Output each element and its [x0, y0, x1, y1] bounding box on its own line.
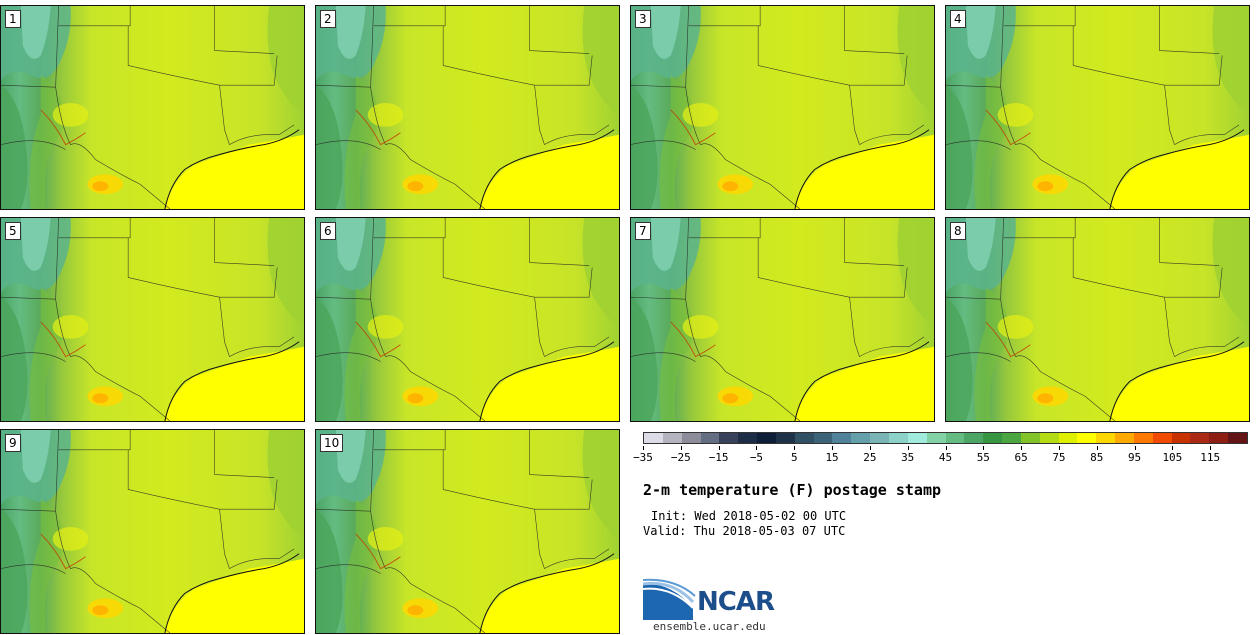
colorbar-swatch — [1152, 433, 1172, 443]
colorbar-swatch — [775, 433, 795, 443]
colorbar-tick-label: 35 — [901, 451, 915, 464]
member-map-panel: 2 — [315, 5, 620, 210]
colorbar-tick-label: 105 — [1162, 451, 1183, 464]
colorbar-swatch — [700, 433, 720, 443]
member-number-label: 8 — [950, 222, 966, 240]
colorbar-tick-label: 25 — [863, 451, 877, 464]
colorbar-swatch — [1190, 433, 1210, 443]
colorbar-swatch — [1209, 433, 1229, 443]
member-number-label: 3 — [635, 10, 651, 28]
colorbar-swatch — [1115, 433, 1134, 443]
colorbar-tick-label: −15 — [708, 451, 729, 464]
member-number-label: 7 — [635, 222, 651, 240]
colorbar-tick — [869, 446, 871, 450]
colorbar-tick — [983, 446, 985, 450]
member-number-label: 2 — [320, 10, 336, 28]
colorbar-swatch — [1002, 433, 1021, 443]
member-number-label: 9 — [5, 434, 21, 452]
colorbar-swatch — [662, 433, 682, 443]
colorbar-ticks: −35 −25 −15 −5 5 15 25 35 45 55 65 75 85 95 105 115 — [633, 446, 1248, 466]
colorbar-swatch — [983, 433, 1003, 443]
colorbar-tick — [756, 446, 758, 450]
colorbar-tick — [680, 446, 682, 450]
colorbar-tick — [794, 446, 796, 450]
colorbar-tick-label: 5 — [790, 451, 798, 464]
ncar-logo-text: NCAR — [697, 587, 775, 617]
figure-title: 2-m temperature (F) postage stamp — [643, 481, 942, 499]
colorbar-swatch — [738, 433, 758, 443]
member-number-label: 10 — [320, 434, 344, 452]
colorbar-swatch — [945, 433, 965, 443]
colorbar-tick-label: −25 — [670, 451, 691, 464]
colorbar-swatch — [1228, 433, 1247, 443]
colorbar-tick — [832, 446, 834, 450]
member-map-panel: 9 — [0, 429, 305, 634]
colorbar-tick — [1134, 446, 1136, 450]
colorbar-tick-label: −5 — [749, 451, 764, 464]
member-map-panel: 4 — [945, 5, 1250, 210]
temperature-colorbar — [643, 432, 1248, 444]
colorbar-swatch — [1039, 433, 1059, 443]
member-map-panel: 10 — [315, 429, 620, 634]
colorbar-swatch — [1171, 433, 1191, 443]
valid-time: Valid: Thu 2018-05-03 07 UTC — [643, 524, 846, 538]
colorbar-swatch — [813, 433, 833, 443]
colorbar-swatch — [888, 433, 908, 443]
member-map-panel: 3 — [630, 5, 935, 210]
colorbar-swatch — [870, 433, 889, 443]
colorbar-tick — [945, 446, 947, 450]
colorbar-tick-label: 55 — [976, 451, 990, 464]
colorbar-tick — [907, 446, 909, 450]
member-map-panel: 1 — [0, 5, 305, 210]
colorbar-tick-label: 95 — [1127, 451, 1142, 464]
colorbar-tick — [718, 446, 720, 450]
colorbar-tick — [643, 446, 644, 450]
colorbar-swatch — [644, 433, 663, 443]
member-number-label: 1 — [5, 10, 21, 28]
colorbar-swatch — [1058, 433, 1078, 443]
member-map-panel: 6 — [315, 217, 620, 422]
colorbar-swatch — [907, 433, 927, 443]
colorbar-swatch — [926, 433, 946, 443]
init-time: Init: Wed 2018-05-02 00 UTC — [651, 509, 847, 523]
colorbar-swatch — [1077, 433, 1097, 443]
colorbar-tick — [1096, 446, 1098, 450]
colorbar-swatch — [1096, 433, 1116, 443]
colorbar-tick-label: 85 — [1090, 451, 1104, 464]
colorbar-tick — [1172, 446, 1174, 450]
colorbar-tick-label: 65 — [1014, 451, 1028, 464]
member-map-panel: 5 — [0, 217, 305, 422]
colorbar-tick-label: −35 — [633, 451, 653, 464]
member-map-panel: 8 — [945, 217, 1250, 422]
ncar-logo-icon — [643, 578, 696, 620]
colorbar-tick-label: 45 — [938, 451, 953, 464]
member-map-panel: 7 — [630, 217, 935, 422]
colorbar-tick — [1210, 446, 1212, 450]
colorbar-tick-label: 75 — [1052, 451, 1066, 464]
colorbar-swatch — [719, 433, 739, 443]
colorbar-swatch — [1020, 433, 1040, 443]
site-url: ensemble.ucar.edu — [653, 620, 766, 633]
colorbar-swatch — [964, 433, 984, 443]
colorbar-tick — [1021, 446, 1023, 450]
member-number-label: 4 — [950, 10, 966, 28]
colorbar-tick-label: 115 — [1200, 451, 1221, 464]
colorbar-swatch — [794, 433, 814, 443]
colorbar-swatch — [851, 433, 871, 443]
colorbar-swatch — [832, 433, 852, 443]
member-number-label: 5 — [5, 222, 21, 240]
member-number-label: 6 — [320, 222, 336, 240]
colorbar-swatch — [1133, 433, 1153, 443]
colorbar-tick-label: 15 — [825, 451, 839, 464]
colorbar-tick — [1058, 446, 1060, 450]
colorbar-swatch — [681, 433, 701, 443]
colorbar-swatch — [757, 433, 776, 443]
